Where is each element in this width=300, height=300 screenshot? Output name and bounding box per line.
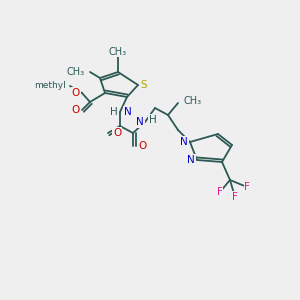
Text: N: N — [136, 117, 144, 127]
Text: S: S — [140, 80, 147, 90]
Text: O: O — [72, 88, 80, 98]
Text: N: N — [124, 107, 132, 117]
Text: O: O — [138, 141, 146, 151]
Text: N: N — [180, 137, 188, 147]
Text: methyl: methyl — [34, 82, 66, 91]
Text: O: O — [113, 128, 121, 138]
Text: F: F — [244, 182, 250, 192]
Text: CH₃: CH₃ — [109, 47, 127, 57]
Text: H: H — [149, 115, 157, 125]
Text: N: N — [187, 155, 195, 165]
Text: F: F — [232, 192, 238, 202]
Text: O: O — [72, 105, 80, 115]
Text: H: H — [110, 107, 118, 117]
Text: CH₃: CH₃ — [67, 67, 85, 77]
Text: F: F — [217, 187, 223, 197]
Text: CH₃: CH₃ — [183, 96, 201, 106]
